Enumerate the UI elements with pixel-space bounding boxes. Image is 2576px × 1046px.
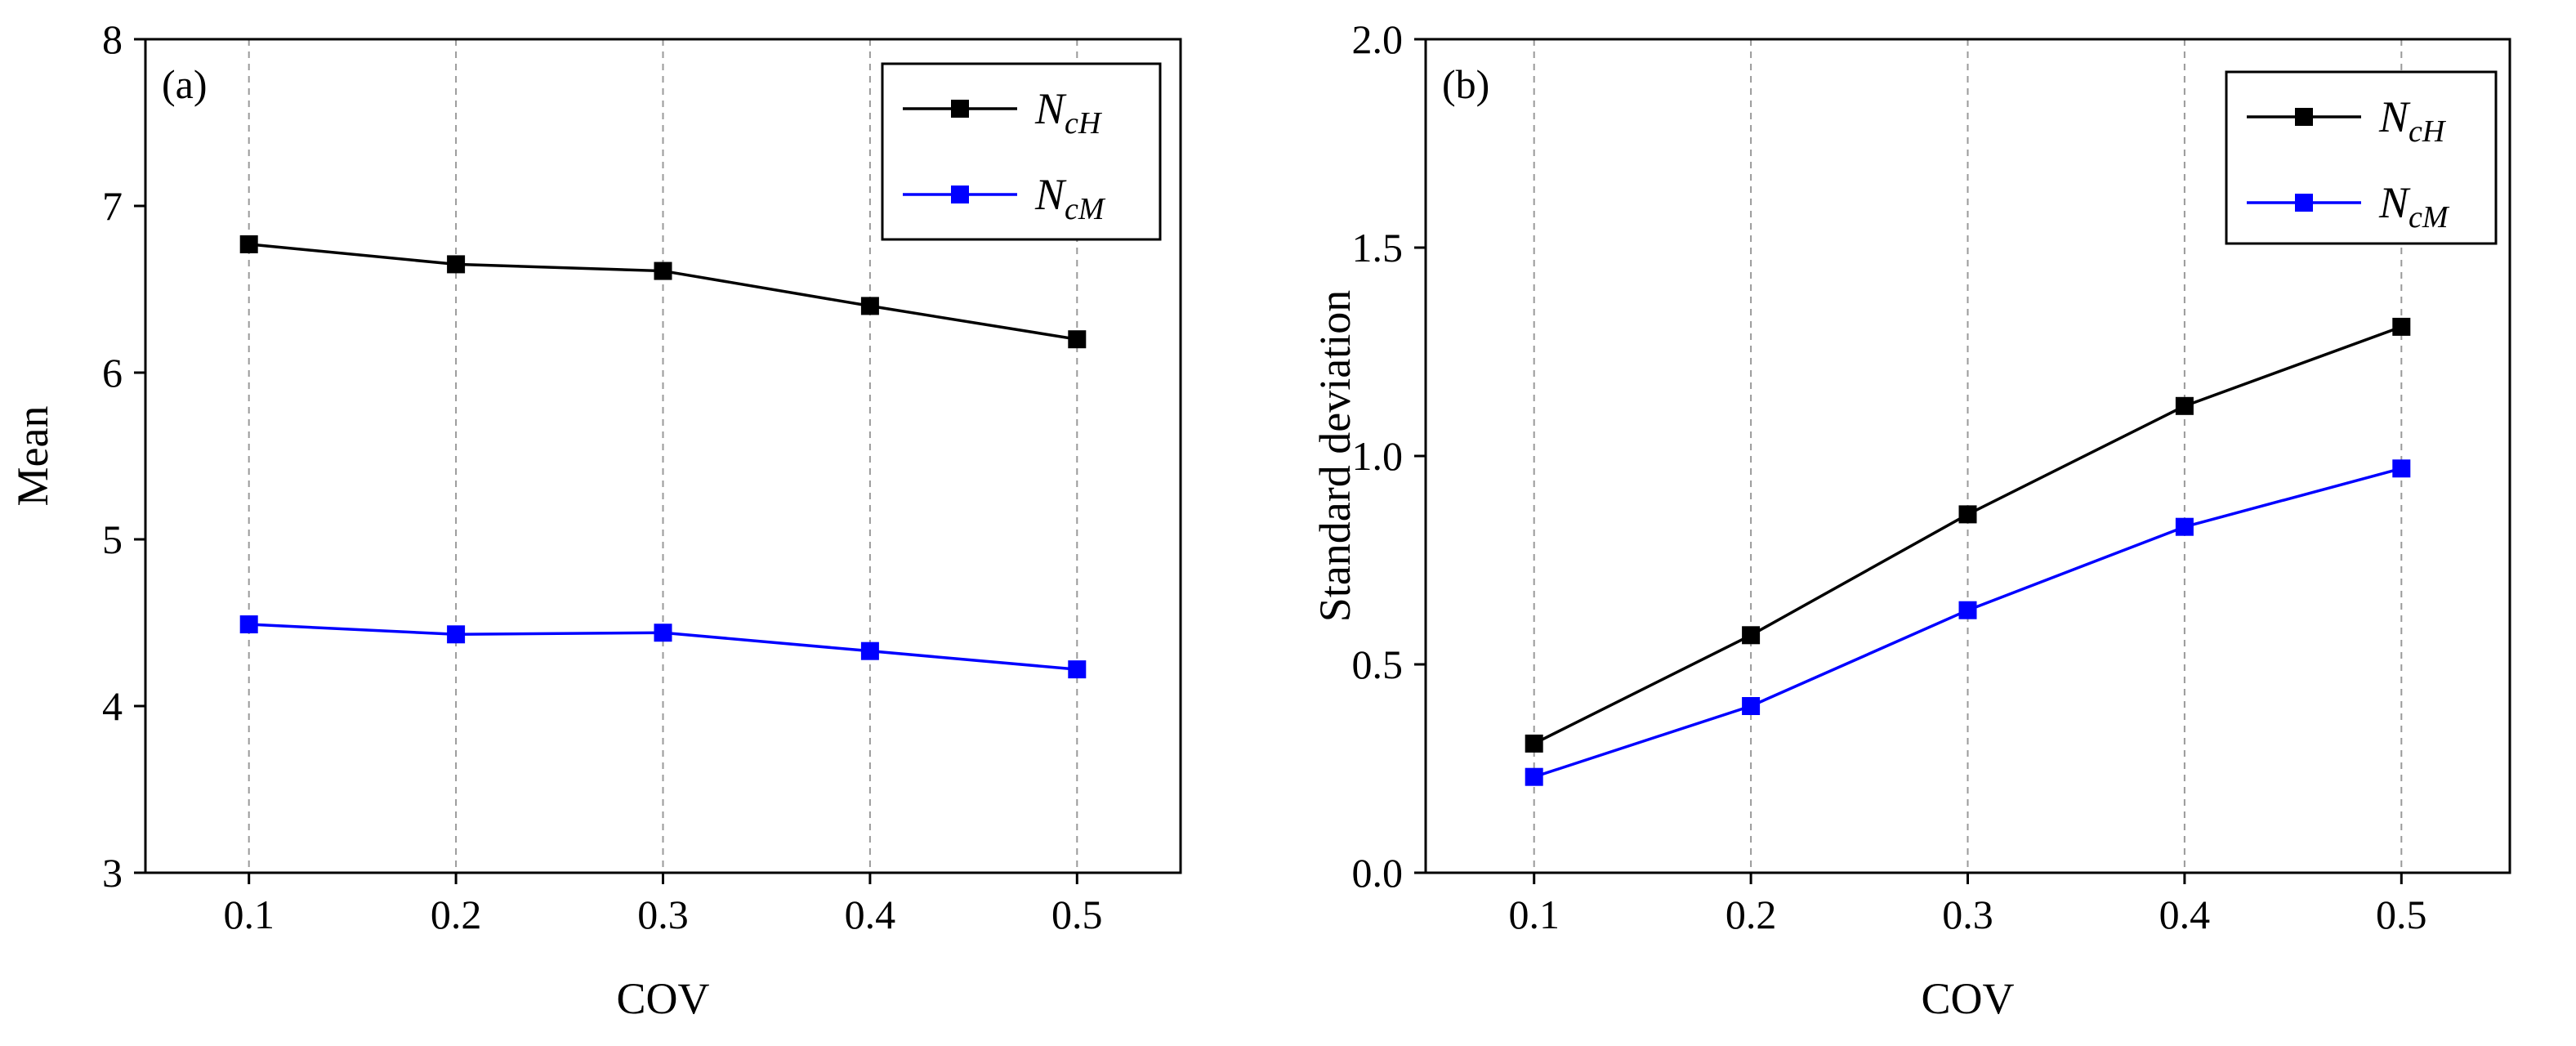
x-axis-title-b: COV xyxy=(1921,974,2014,1023)
marker-b-NcH-4 xyxy=(2392,317,2411,336)
y-tick-label-a-4: 7 xyxy=(102,183,123,229)
marker-a-NcH-0 xyxy=(239,235,258,253)
y-tick-label-b-3: 1.5 xyxy=(1352,225,1404,270)
y-tick-label-a-3: 6 xyxy=(102,350,123,396)
legend-label-b-NcH: NcH xyxy=(2378,92,2447,149)
marker-b-NcM-4 xyxy=(2392,459,2411,478)
marker-a-NcM-0 xyxy=(239,615,258,634)
y-tick-label-a-5: 8 xyxy=(102,16,123,62)
legend-label-b-NcM: NcM xyxy=(2378,178,2450,235)
legend-marker-a-NcH xyxy=(951,100,969,118)
panel-label-b: (b) xyxy=(1442,61,1489,107)
legend-marker-b-NcM xyxy=(2295,194,2313,212)
legend-box-b xyxy=(2225,70,2498,245)
x-tick-label-b-0: 0.1 xyxy=(1508,892,1560,937)
y-tick-label-b-2: 1.0 xyxy=(1352,433,1404,479)
x-axis-title-a: COV xyxy=(616,974,709,1023)
marker-b-NcH-1 xyxy=(1742,626,1761,645)
y-tick-label-b-0: 0.0 xyxy=(1352,850,1404,896)
legend-box-a xyxy=(881,62,1162,241)
x-tick-label-a-3: 0.4 xyxy=(845,892,896,937)
panel-b: 0.1 0.2 0.3 0.4 0.5 0.0 0.5 1.0 1.5 2.0 COV Standar… xyxy=(1310,16,2511,1023)
marker-b-NcH-0 xyxy=(1525,734,1543,753)
marker-a-NcH-4 xyxy=(1068,330,1087,349)
marker-a-NcM-3 xyxy=(860,641,879,660)
y-tick-label-b-1: 0.5 xyxy=(1352,641,1404,687)
marker-a-NcH-2 xyxy=(654,262,672,280)
marker-b-NcM-1 xyxy=(1742,697,1761,715)
marker-a-NcM-1 xyxy=(447,625,466,644)
y-tick-label-a-0: 3 xyxy=(102,850,123,896)
y-axis-title-a: Mean xyxy=(8,406,57,507)
y-tick-label-a-2: 5 xyxy=(102,516,123,562)
y-tick-label-a-1: 4 xyxy=(102,683,123,729)
legend-label-a-NcM: NcM xyxy=(1034,170,1106,226)
panel-label-a: (a) xyxy=(162,61,208,107)
marker-b-NcH-3 xyxy=(2175,396,2194,415)
legend-label-a-NcH: NcH xyxy=(1034,84,1103,141)
marker-a-NcM-4 xyxy=(1068,660,1087,679)
y-axis-title-b: Standard deviation xyxy=(1310,290,1359,622)
marker-b-NcH-2 xyxy=(1958,505,1977,524)
panel-a: 0.1 0.2 0.3 0.4 0.5 3 4 5 6 7 8 COV Mean (a) NcH NcM xyxy=(8,16,1182,1023)
marker-a-NcH-3 xyxy=(860,297,879,315)
marker-b-NcM-3 xyxy=(2175,517,2194,536)
marker-b-NcM-0 xyxy=(1525,767,1543,786)
legend-marker-a-NcM xyxy=(951,186,969,203)
x-tick-label-a-1: 0.2 xyxy=(431,892,482,937)
x-tick-label-b-1: 0.2 xyxy=(1726,892,1777,937)
y-tick-label-b-4: 2.0 xyxy=(1352,16,1404,62)
x-tick-label-b-2: 0.3 xyxy=(1942,892,1993,937)
x-tick-label-a-4: 0.5 xyxy=(1051,892,1103,937)
marker-b-NcM-2 xyxy=(1958,601,1977,619)
x-tick-label-b-4: 0.5 xyxy=(2376,892,2427,937)
x-tick-label-b-3: 0.4 xyxy=(2159,892,2211,937)
x-tick-label-a-2: 0.3 xyxy=(637,892,689,937)
marker-a-NcM-2 xyxy=(654,624,672,642)
x-tick-label-a-0: 0.1 xyxy=(223,892,275,937)
marker-a-NcH-1 xyxy=(447,255,466,274)
legend-marker-b-NcH xyxy=(2295,108,2313,126)
